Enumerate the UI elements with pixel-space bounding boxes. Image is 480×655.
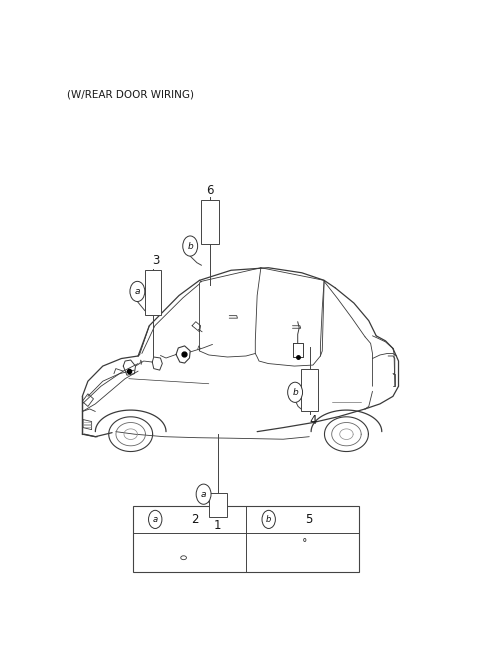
Circle shape — [148, 510, 162, 529]
Text: a: a — [201, 490, 206, 498]
Text: 6: 6 — [206, 184, 214, 197]
Circle shape — [288, 383, 302, 402]
Text: 2: 2 — [191, 513, 199, 526]
Text: 5: 5 — [305, 513, 312, 526]
Text: a: a — [153, 515, 158, 524]
FancyBboxPatch shape — [301, 369, 318, 411]
Text: b: b — [292, 388, 298, 397]
Text: (W/REAR DOOR WIRING): (W/REAR DOOR WIRING) — [67, 90, 194, 100]
Text: 4: 4 — [309, 415, 317, 428]
Text: b: b — [187, 242, 193, 251]
Text: 1: 1 — [214, 519, 221, 533]
FancyBboxPatch shape — [202, 200, 219, 244]
Circle shape — [196, 484, 211, 504]
FancyBboxPatch shape — [209, 493, 227, 517]
Circle shape — [183, 236, 198, 256]
Circle shape — [262, 510, 276, 529]
FancyBboxPatch shape — [132, 506, 360, 572]
Text: a: a — [134, 287, 140, 296]
Text: b: b — [266, 515, 271, 524]
Text: 3: 3 — [152, 254, 160, 267]
FancyBboxPatch shape — [145, 271, 161, 314]
Circle shape — [130, 282, 145, 301]
